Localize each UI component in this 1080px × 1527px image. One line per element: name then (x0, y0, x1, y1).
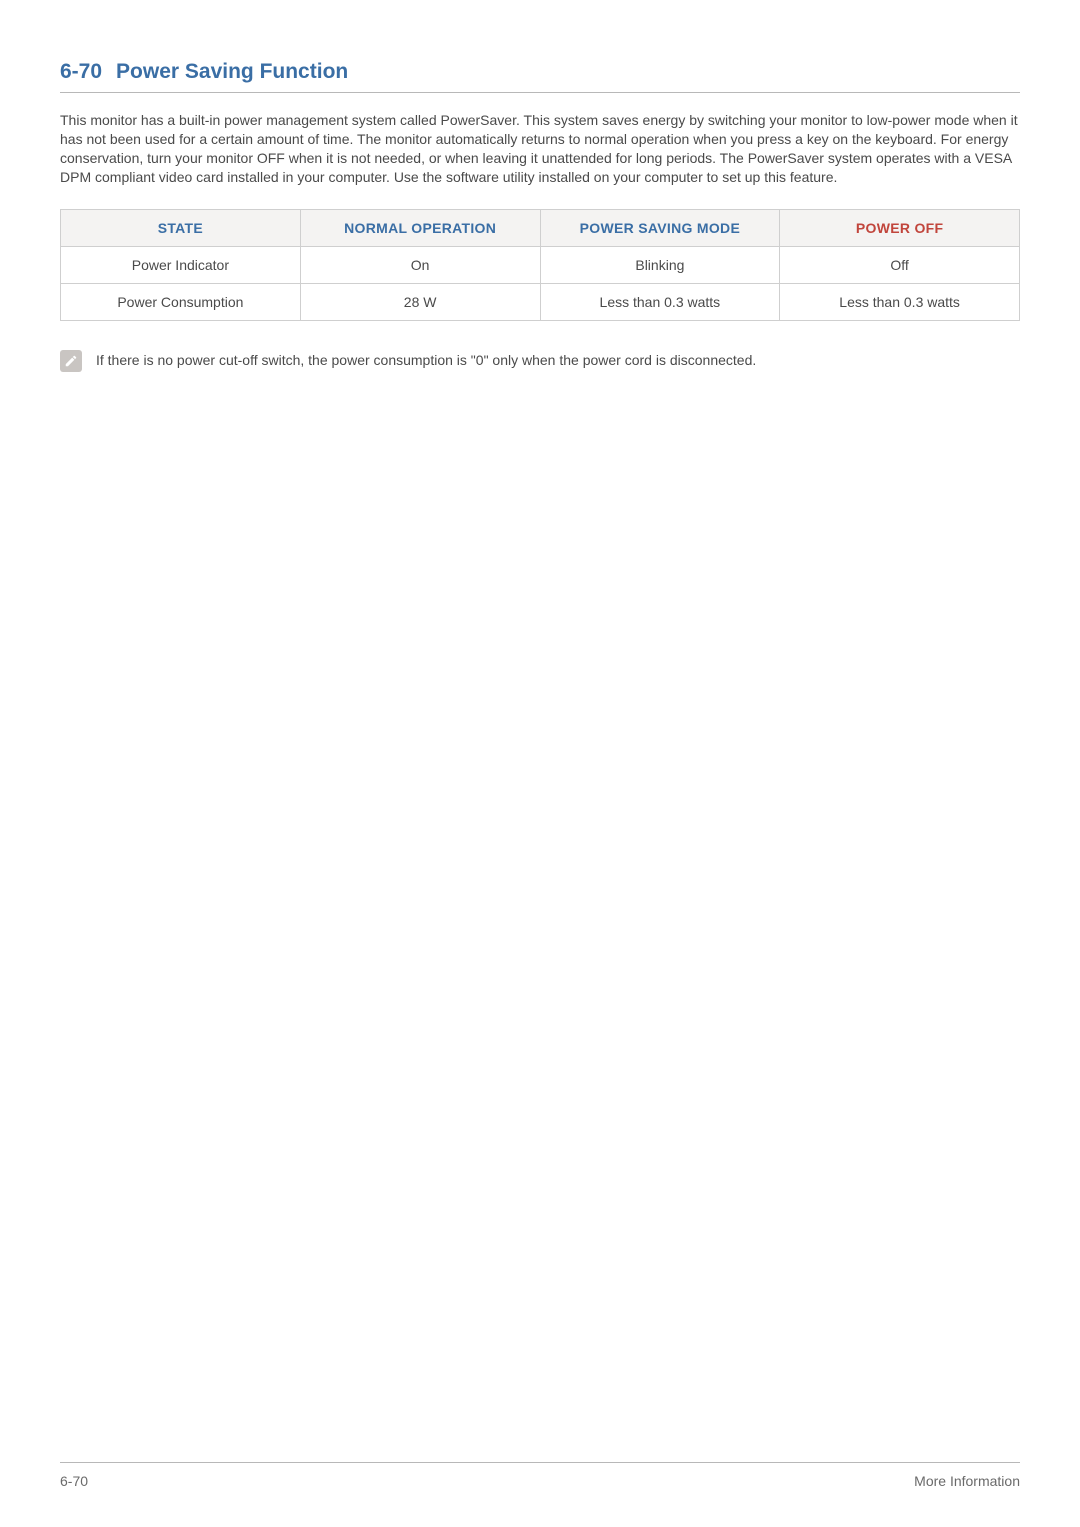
th-saving: POWER SAVING MODE (540, 209, 780, 246)
section-title: Power Saving Function (116, 60, 348, 83)
note-icon (60, 350, 82, 372)
page-footer: 6-70 More Information (60, 1462, 1020, 1489)
table-row: Power Consumption 28 W Less than 0.3 wat… (61, 283, 1020, 320)
cell-saving: Less than 0.3 watts (540, 283, 780, 320)
note-text: If there is no power cut-off switch, the… (96, 349, 756, 370)
page-content: 6-70 Power Saving Function This monitor h… (60, 60, 1020, 1487)
cell-label: Power Consumption (61, 283, 301, 320)
power-saving-table: STATE NORMAL OPERATION POWER SAVING MODE… (60, 209, 1020, 321)
intro-paragraph: This monitor has a built-in power manage… (60, 111, 1020, 187)
section-heading: 6-70 Power Saving Function (60, 60, 1020, 93)
note: If there is no power cut-off switch, the… (60, 349, 1020, 372)
footer-right: More Information (914, 1473, 1020, 1489)
table-row: Power Indicator On Blinking Off (61, 246, 1020, 283)
cell-saving: Blinking (540, 246, 780, 283)
th-state: STATE (61, 209, 301, 246)
table-header-row: STATE NORMAL OPERATION POWER SAVING MODE… (61, 209, 1020, 246)
cell-normal: On (300, 246, 540, 283)
cell-off: Off (780, 246, 1020, 283)
pencil-icon (64, 354, 78, 368)
section-number: 6-70 (60, 60, 102, 83)
cell-normal: 28 W (300, 283, 540, 320)
cell-label: Power Indicator (61, 246, 301, 283)
th-normal: NORMAL OPERATION (300, 209, 540, 246)
footer-left: 6-70 (60, 1473, 88, 1489)
th-off: POWER OFF (780, 209, 1020, 246)
cell-off: Less than 0.3 watts (780, 283, 1020, 320)
